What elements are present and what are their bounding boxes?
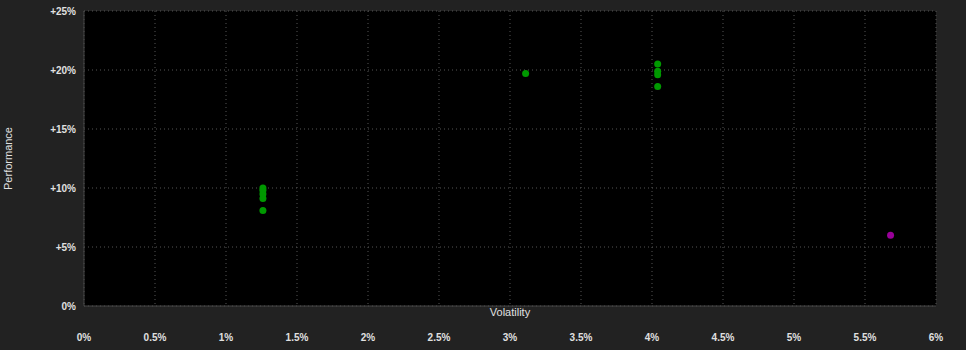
svg-text:1.5%: 1.5% [286,332,309,343]
svg-text:6%: 6% [929,332,944,343]
svg-text:3.5%: 3.5% [570,332,593,343]
svg-text:3%: 3% [503,332,518,343]
svg-text:+25%: +25% [50,6,76,17]
svg-text:0.5%: 0.5% [144,332,167,343]
svg-text:2.5%: 2.5% [428,332,451,343]
svg-text:4.5%: 4.5% [712,332,735,343]
svg-text:Performance: Performance [8,127,14,190]
svg-text:0%: 0% [77,332,92,343]
svg-text:+10%: +10% [50,183,76,194]
svg-text:+5%: +5% [56,242,76,253]
svg-text:2%: 2% [361,332,376,343]
svg-text:+15%: +15% [50,124,76,135]
svg-text:5%: 5% [787,332,802,343]
svg-text:Volatility: Volatility [490,306,531,318]
svg-text:1%: 1% [219,332,234,343]
svg-text:0%: 0% [62,301,77,312]
svg-text:+20%: +20% [50,65,76,76]
svg-text:4%: 4% [645,332,660,343]
svg-text:5.5%: 5.5% [854,332,877,343]
